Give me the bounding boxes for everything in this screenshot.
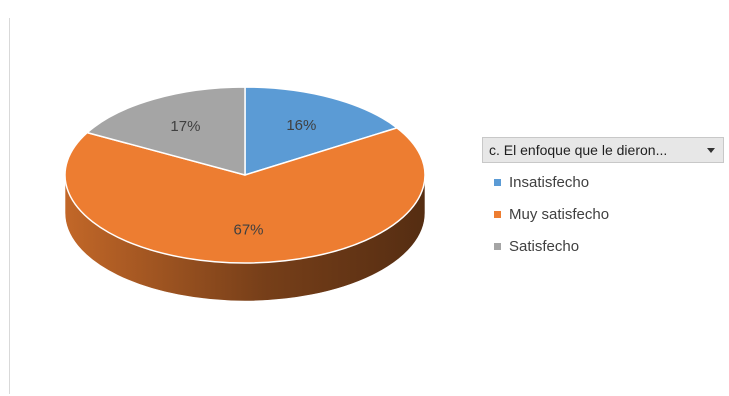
pie-slice-muy-satisfecho[interactable] <box>64 127 426 264</box>
field-filter-button[interactable]: c. El enfoque que le dieron... <box>482 137 724 163</box>
legend-label: Insatisfecho <box>509 173 590 191</box>
pie-slice-insatisfecho[interactable] <box>244 86 398 176</box>
data-label-insatisfecho: 16% <box>286 117 316 134</box>
legend-swatch <box>494 242 501 250</box>
legend-swatch <box>494 210 501 218</box>
pie-slice-satisfecho[interactable] <box>86 86 246 176</box>
legend-label: Muy satisfecho <box>509 205 610 223</box>
data-label-satisfecho: 17% <box>170 118 200 135</box>
chart-border <box>9 18 10 394</box>
data-label-muy-satisfecho: 67% <box>233 222 263 239</box>
chevron-down-icon[interactable] <box>707 147 715 153</box>
chart-legend: Insatisfecho Muy satisfecho Satisfecho <box>494 172 609 268</box>
legend-swatch <box>494 178 501 186</box>
legend-item-insatisfecho[interactable]: Insatisfecho <box>494 172 609 192</box>
legend-item-satisfecho[interactable]: Satisfecho <box>494 236 609 256</box>
field-filter-label: c. El enfoque que le dieron... <box>489 142 668 158</box>
legend-item-muy-satisfecho[interactable]: Muy satisfecho <box>494 204 609 224</box>
legend-label: Satisfecho <box>509 237 580 255</box>
